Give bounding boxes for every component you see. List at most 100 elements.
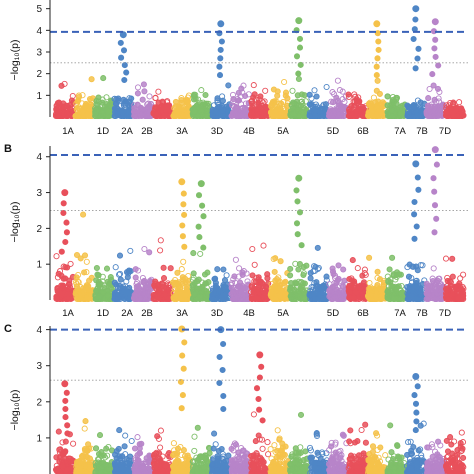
chromosome-label: 5A [277, 126, 289, 137]
snp-point [60, 100, 67, 107]
snp-point [389, 96, 396, 104]
snp-point [121, 76, 128, 84]
y-tick-label: 1 [36, 91, 42, 102]
snp-point [167, 265, 174, 272]
snp-point [390, 295, 397, 302]
snp-point [242, 106, 249, 113]
snp-point [141, 88, 148, 95]
snp-point [225, 452, 232, 459]
chromosome-label: 5D [327, 126, 339, 137]
y-tick-label: 2 [36, 69, 42, 80]
y-tick-label: 3 [36, 48, 42, 59]
snp-point [151, 451, 158, 458]
snp-point [414, 283, 421, 291]
y-tick-label: 5 [36, 4, 42, 15]
snp-point [432, 36, 439, 43]
snp-point [219, 102, 226, 109]
snp-point [97, 112, 105, 120]
snp-point [323, 273, 330, 280]
snp-point [198, 454, 205, 461]
snp-point [154, 433, 161, 440]
snp-point [218, 445, 225, 453]
snp-point [237, 93, 244, 100]
snp-point [117, 276, 124, 283]
snp-point [159, 467, 166, 474]
snp-point [220, 266, 227, 273]
snp-point [146, 249, 153, 256]
snp-point [423, 295, 430, 303]
snp-point [212, 107, 219, 114]
snp-point [66, 277, 73, 284]
snp-point [432, 53, 439, 60]
snp-point [181, 243, 188, 250]
snp-point [103, 265, 111, 272]
snp-point [60, 200, 67, 207]
snp-point [117, 39, 124, 46]
snp-point [98, 449, 105, 456]
snp-point [431, 188, 438, 195]
snp-point [294, 231, 301, 238]
snp-point [296, 35, 304, 42]
snp-point [95, 272, 102, 279]
snp-point [314, 244, 321, 251]
snp-point [138, 440, 145, 447]
snp-point [62, 264, 69, 271]
snp-point [252, 294, 259, 301]
snp-point [240, 284, 247, 291]
snp-point [80, 211, 87, 218]
snp-point [172, 460, 179, 467]
snp-point [201, 464, 208, 471]
snp-point [293, 187, 300, 194]
snp-point [368, 103, 375, 110]
snp-point [298, 102, 305, 109]
snp-point [248, 283, 255, 290]
snp-point [293, 280, 300, 287]
snp-point [145, 109, 152, 116]
snp-point [194, 424, 201, 431]
snp-point [222, 462, 229, 469]
snp-point [248, 100, 256, 107]
snp-point [295, 266, 302, 273]
snp-point [116, 427, 123, 434]
snp-point [411, 198, 418, 206]
snp-point [152, 469, 159, 474]
snp-point [155, 287, 162, 294]
snp-point [131, 105, 138, 112]
snp-point [349, 257, 356, 264]
snp-point [307, 275, 314, 282]
snp-point [354, 112, 361, 120]
snp-point [206, 450, 213, 457]
peak-snp-point [373, 20, 381, 28]
snp-point [287, 272, 294, 279]
snp-point [376, 276, 384, 283]
snp-point [429, 71, 436, 78]
snp-point [58, 112, 66, 120]
snp-point [210, 445, 217, 452]
snp-point [311, 106, 318, 113]
snp-point [152, 95, 159, 102]
snp-point [93, 287, 100, 294]
snp-point [68, 464, 75, 471]
snp-point [249, 272, 256, 279]
snp-point [97, 469, 104, 474]
snp-point [121, 443, 128, 450]
snp-point [432, 295, 439, 303]
snp-point [64, 111, 71, 118]
snp-point [410, 103, 417, 110]
snp-point [62, 238, 69, 246]
snp-point [200, 99, 207, 106]
snp-point [55, 270, 62, 277]
snp-point [312, 263, 319, 270]
snp-point [190, 250, 197, 257]
snp-point [251, 91, 258, 98]
snp-point [449, 255, 456, 262]
snp-point [212, 284, 219, 291]
snp-point [252, 278, 259, 285]
chromosome-label: 7D [439, 126, 451, 137]
snp-point [413, 295, 420, 303]
snp-point [431, 202, 439, 209]
snp-point [414, 55, 421, 62]
snp-point [374, 268, 381, 275]
snp-point [58, 290, 65, 297]
snp-point [237, 279, 244, 286]
